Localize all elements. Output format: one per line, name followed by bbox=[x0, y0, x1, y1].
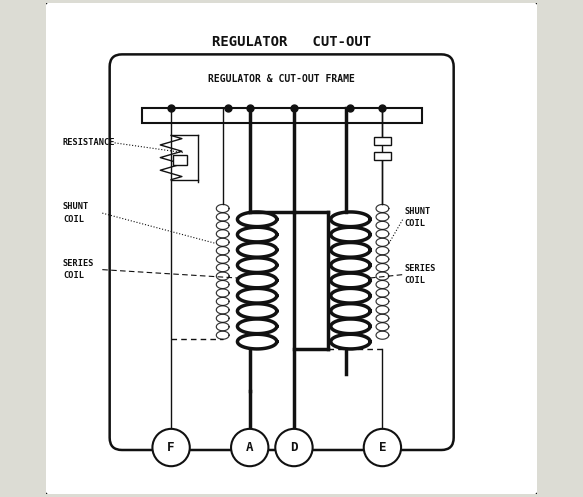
Text: REGULATOR & CUT-OUT FRAME: REGULATOR & CUT-OUT FRAME bbox=[208, 74, 355, 84]
FancyBboxPatch shape bbox=[110, 54, 454, 450]
Text: E: E bbox=[379, 441, 386, 454]
Bar bbox=[374, 152, 391, 160]
Text: SHUNT: SHUNT bbox=[405, 207, 431, 216]
Bar bbox=[142, 108, 422, 123]
Text: REGULATOR   CUT-OUT: REGULATOR CUT-OUT bbox=[212, 35, 371, 49]
Text: F: F bbox=[167, 441, 175, 454]
Text: A: A bbox=[246, 441, 254, 454]
Text: COIL: COIL bbox=[63, 215, 84, 224]
FancyBboxPatch shape bbox=[41, 0, 542, 497]
Text: SHUNT: SHUNT bbox=[63, 202, 89, 211]
Text: SERIES: SERIES bbox=[405, 263, 436, 273]
Text: RESISTANCE: RESISTANCE bbox=[63, 138, 115, 147]
Text: COIL: COIL bbox=[405, 276, 426, 285]
Circle shape bbox=[152, 429, 190, 466]
Circle shape bbox=[231, 429, 268, 466]
Circle shape bbox=[275, 429, 312, 466]
Text: COIL: COIL bbox=[405, 220, 426, 229]
Text: SERIES: SERIES bbox=[63, 259, 94, 268]
Text: COIL: COIL bbox=[63, 271, 84, 280]
Text: D: D bbox=[290, 441, 298, 454]
Bar bbox=[173, 155, 187, 165]
Bar bbox=[374, 138, 391, 145]
Circle shape bbox=[364, 429, 401, 466]
